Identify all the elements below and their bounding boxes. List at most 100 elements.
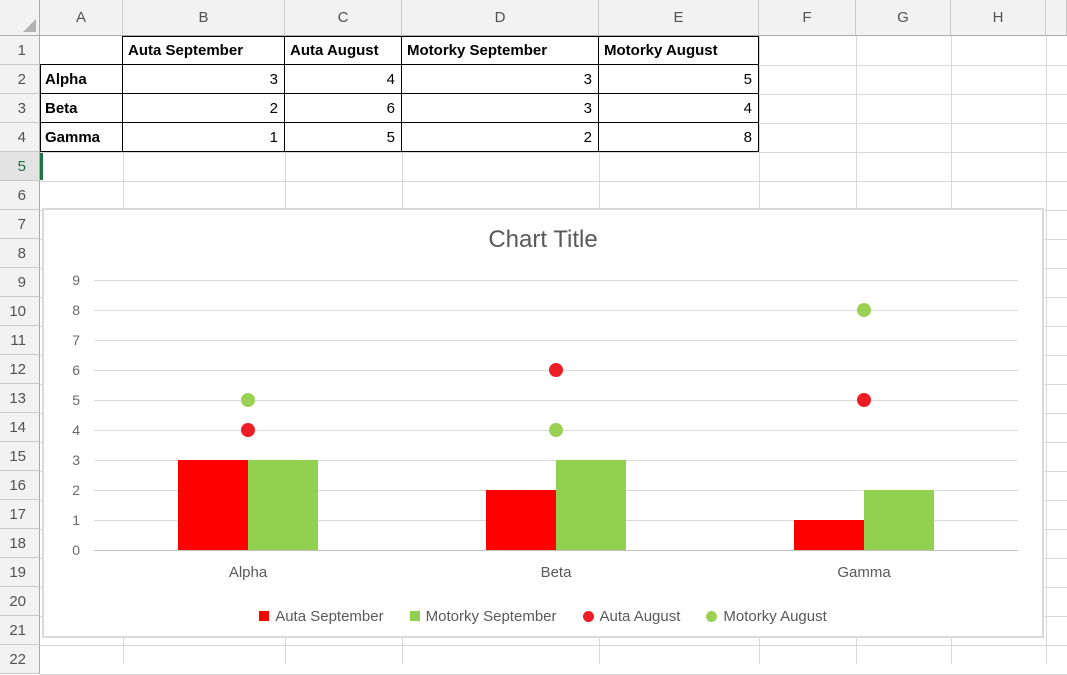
row-header-12[interactable]: 12 [0,355,40,384]
column-header-partial[interactable] [1046,0,1067,36]
y-tick-label-9: 9 [72,272,80,288]
y-tick-label-2: 2 [72,482,80,498]
column-header-D[interactable]: D [402,0,599,36]
cell-B4[interactable]: 1 [123,123,285,152]
column-header-H[interactable]: H [951,0,1046,36]
chart-gridline-7 [94,340,1018,341]
x-axis-label-gamma: Gamma [837,564,891,581]
legend-square-icon [259,611,270,621]
table-border-left [40,65,41,152]
point-motorky-august-gamma[interactable] [857,303,871,317]
row-header-10[interactable]: 10 [0,297,40,326]
x-axis-label-alpha: Alpha [228,564,268,581]
cell-E1[interactable]: Motorky August [599,36,759,65]
cell-B2[interactable]: 3 [123,65,285,94]
chart-title[interactable]: Chart Title [488,226,598,253]
row-header-1[interactable]: 1 [0,36,40,65]
legend-label: Motorky September [425,607,557,625]
table-border-top [122,36,759,37]
legend-dot-icon [582,610,594,622]
point-motorky-august-beta[interactable] [549,423,563,437]
column-header-G[interactable]: G [856,0,951,36]
chart-gridline-5 [94,400,1018,401]
point-auta-august-gamma[interactable] [857,393,871,407]
cell-B1[interactable]: Auta September [123,36,285,65]
legend-item-auta-august[interactable]: Auta August [582,607,681,625]
cell-A2[interactable]: Alpha [40,65,123,94]
cell-E2[interactable]: 5 [599,65,759,94]
y-tick-label-8: 8 [72,302,80,318]
bar-motorky-september-gamma[interactable] [864,490,934,550]
column-header-A[interactable]: A [40,0,123,36]
bar-auta-september-alpha[interactable] [178,460,248,550]
cell-C3[interactable]: 6 [285,94,402,123]
legend-item-motorky-september[interactable]: Motorky September [409,607,557,625]
legend-item-motorky-august[interactable]: Motorky August [706,608,827,625]
cell-D4[interactable]: 2 [402,123,599,152]
sheet-gridline [40,181,1067,182]
row-header-19[interactable]: 19 [0,558,40,587]
bar-auta-september-gamma[interactable] [794,520,864,550]
row-header-15[interactable]: 15 [0,442,40,471]
cell-D2[interactable]: 3 [402,65,599,94]
cell-A4[interactable]: Gamma [40,123,123,152]
cell-B3[interactable]: 2 [123,94,285,123]
chart-gridline-9 [94,280,1018,281]
row-header-21[interactable]: 21 [0,616,40,645]
chart-gridline-0 [94,550,1018,551]
bar-motorky-september-beta[interactable] [556,460,626,550]
sheet-gridline [40,645,1067,646]
row-header-7[interactable]: 7 [0,210,40,239]
cell-C2[interactable]: 4 [285,65,402,94]
sheet-gridline [1046,36,1047,664]
row-header-14[interactable]: 14 [0,413,40,442]
row-header-20[interactable]: 20 [0,587,40,616]
select-all-corner[interactable] [0,0,40,36]
column-header-E[interactable]: E [599,0,759,36]
row-header-6[interactable]: 6 [0,181,40,210]
y-tick-label-4: 4 [72,422,80,438]
legend-dot-icon [706,610,718,622]
chart-gridline-8 [94,310,1018,311]
cell-E3[interactable]: 4 [599,94,759,123]
cell-A1[interactable] [40,36,123,65]
row-header-18[interactable]: 18 [0,529,40,558]
point-motorky-august-alpha[interactable] [241,393,255,407]
chart-legend[interactable]: Auta September Motorky September Auta Augu… [44,606,1042,626]
bar-motorky-september-alpha[interactable] [248,460,318,550]
point-auta-august-alpha[interactable] [241,423,255,437]
row-header-5[interactable]: 5 [0,152,40,181]
row-header-4[interactable]: 4 [0,123,40,152]
y-tick-label-6: 6 [72,362,80,378]
row-header-11[interactable]: 11 [0,326,40,355]
legend-label: Auta September [275,607,384,625]
row-header-22[interactable]: 22 [0,645,40,674]
row-header-3[interactable]: 3 [0,94,40,123]
column-header-C[interactable]: C [285,0,402,36]
row-header-17[interactable]: 17 [0,500,40,529]
row-header-9[interactable]: 9 [0,268,40,297]
y-tick-label-0: 0 [72,542,80,558]
row-header-16[interactable]: 16 [0,471,40,500]
cell-A3[interactable]: Beta [40,94,123,123]
legend-item-auta-september[interactable]: Auta September [259,607,384,625]
row-header-2[interactable]: 2 [0,65,40,94]
legend-label: Auta August [599,607,681,625]
cell-C1[interactable]: Auta August [285,36,402,65]
y-tick-label-7: 7 [72,332,80,348]
row-header-13[interactable]: 13 [0,384,40,413]
row-header-8[interactable]: 8 [0,239,40,268]
legend-square-icon [409,611,420,621]
y-tick-label-5: 5 [72,392,80,408]
cell-E4[interactable]: 8 [599,123,759,152]
column-header-B[interactable]: B [123,0,285,36]
cell-D3[interactable]: 3 [402,94,599,123]
x-axis-label-beta: Beta [540,564,572,581]
bar-auta-september-beta[interactable] [486,490,556,550]
point-auta-august-beta[interactable] [549,363,563,377]
cell-C4[interactable]: 5 [285,123,402,152]
cell-D1[interactable]: Motorky September [402,36,599,65]
sheet-gridline [40,152,1067,153]
column-header-F[interactable]: F [759,0,856,36]
chart-object[interactable]: Chart Title 0 1 2 3 4 5 6 7 8 9 Alpha Beta Gamma Aut… [42,208,1044,638]
